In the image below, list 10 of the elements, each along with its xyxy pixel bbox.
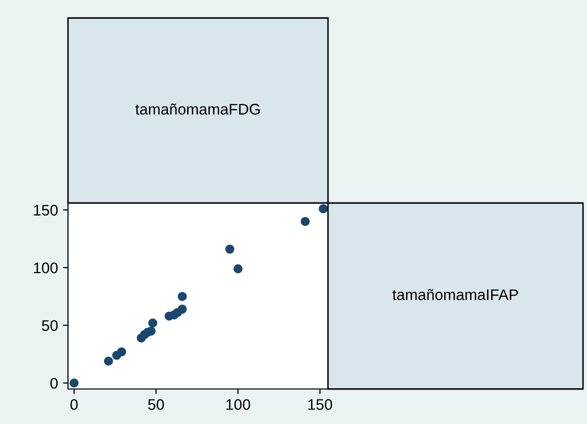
x-tick-label: 50: [148, 399, 164, 410]
y-tick-label: 50: [42, 320, 58, 331]
text: tamañomamaFDG: [135, 103, 260, 115]
y-tick-label: 0: [50, 378, 58, 389]
y-tick-label: 100: [34, 262, 58, 274]
y-tick-label: 150: [34, 204, 58, 216]
text: tamañomamaIFAP: [392, 288, 518, 300]
x-tick-label: 0: [70, 399, 78, 410]
x-tick-label: 150: [308, 399, 332, 410]
x-tick-label: 100: [226, 399, 250, 410]
